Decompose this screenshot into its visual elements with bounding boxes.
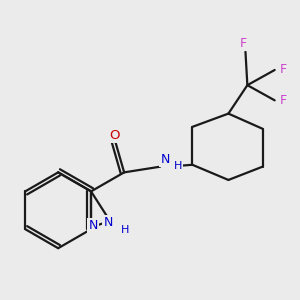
Text: H: H <box>121 225 129 235</box>
Text: N: N <box>160 153 170 166</box>
Text: N: N <box>88 219 98 232</box>
Text: N: N <box>103 216 113 230</box>
Text: F: F <box>280 94 287 107</box>
Text: O: O <box>110 129 120 142</box>
Text: F: F <box>240 37 247 50</box>
Text: F: F <box>280 64 287 76</box>
Text: H: H <box>174 161 182 171</box>
